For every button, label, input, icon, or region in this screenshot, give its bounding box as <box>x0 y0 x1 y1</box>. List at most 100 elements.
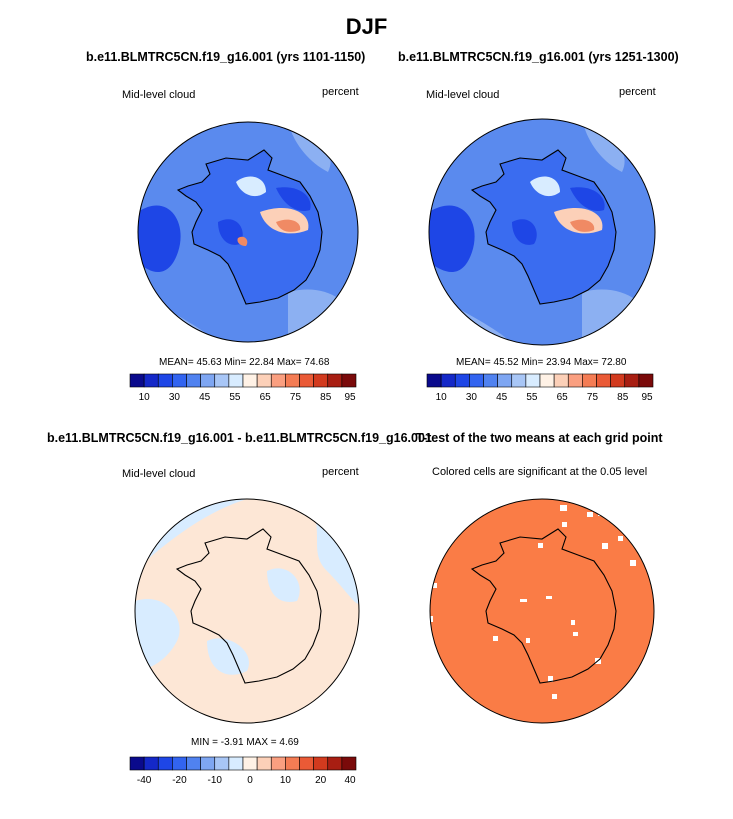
nonsignificant-cell <box>546 596 552 599</box>
panel-3-units-label: percent <box>322 466 359 478</box>
panel-1-max-value: 74.68 <box>304 357 330 368</box>
colorbar-swatch <box>539 373 555 388</box>
colorbar-swatch <box>483 373 498 388</box>
colorbar-tick-label: 85 <box>320 392 332 403</box>
panel-3-blue-region-east <box>267 568 300 602</box>
panel-4-subtitle: Colored cells are significant at the 0.0… <box>432 466 648 478</box>
nonsignificant-cell <box>630 560 636 566</box>
colorbar-swatch <box>285 756 300 771</box>
colorbar-swatch <box>299 756 314 771</box>
panel-1-min-value: 22.84 <box>249 357 275 368</box>
panel-3-map-border <box>134 498 360 724</box>
panel-3-variable-label: Mid-level cloud <box>122 468 196 480</box>
nonsignificant-cell <box>552 694 557 699</box>
nonsignificant-cell <box>618 536 623 541</box>
colorbar-swatch <box>553 373 569 388</box>
panel-1-variable-label: Mid-level cloud <box>122 89 196 101</box>
colorbar-swatch <box>242 373 258 388</box>
panel-1-ocean-deep-west <box>138 205 181 272</box>
panel-1-ocean-light-southeast <box>288 289 358 342</box>
colorbar-swatch <box>440 373 456 388</box>
panel-2-max-value: 72.80 <box>601 357 627 368</box>
colorbar-tick-label: 55 <box>229 392 241 403</box>
colorbar-swatch <box>256 756 272 771</box>
colorbar-swatch <box>327 373 343 388</box>
panel-3-map <box>134 498 360 724</box>
colorbar-swatch <box>313 756 329 771</box>
panel-1-max-label: Max= <box>276 357 302 368</box>
panel-2-land-pale-north <box>530 176 560 197</box>
panel-1-min-label: Min= <box>224 357 247 368</box>
colorbar-swatch <box>596 373 611 388</box>
colorbar-swatch <box>200 756 216 771</box>
panel-4-title: T-test of the two means at each grid poi… <box>416 431 663 445</box>
panel-2-min-value: 23.94 <box>546 357 572 368</box>
colorbar-swatch <box>454 373 470 388</box>
colorbar-tick-label: 30 <box>169 392 181 403</box>
panel-2-colorbar: 10 30 45 55 65 75 85 95 <box>426 373 654 403</box>
colorbar-swatch <box>511 373 527 388</box>
panel-3-max-label: MAX = <box>246 737 277 748</box>
panel-3-title: b.e11.BLMTRC5CN.f19_g16.001 - b.e11.BLMT… <box>47 431 432 445</box>
colorbar-tick-label: 45 <box>496 392 508 403</box>
panel-1-map-border <box>137 121 359 343</box>
panel-3-map-background <box>135 499 359 723</box>
panel-1-land-deep-center <box>218 219 243 245</box>
colorbar-tick-label: 95 <box>344 392 356 403</box>
colorbar-swatch <box>186 756 201 771</box>
colorbar-tick-label: 30 <box>466 392 478 403</box>
panel-1-mean-value: 45.63 <box>196 357 222 368</box>
nonsignificant-cell <box>571 620 575 625</box>
panel-3-min-label: MIN = <box>191 737 218 748</box>
colorbar-swatch <box>624 373 640 388</box>
colorbar-swatch <box>285 373 300 388</box>
colorbar-swatch <box>228 756 244 771</box>
nonsignificant-cell <box>432 583 437 588</box>
nonsignificant-cell <box>548 676 553 682</box>
colorbar-swatch <box>242 756 258 771</box>
colorbar-swatch <box>214 373 230 388</box>
panel-2-map <box>428 118 656 346</box>
panel-3-stats: MIN = -3.91 MAX = 4.69 <box>191 737 299 748</box>
colorbar-swatch <box>341 373 357 388</box>
colorbar-swatch <box>157 756 173 771</box>
panel-4-map-background <box>430 499 654 723</box>
colorbar-tick-label: 45 <box>199 392 211 403</box>
panel-2-land-deep-east <box>570 187 605 212</box>
colorbar-swatch <box>567 373 583 388</box>
figure-title: DJF <box>345 14 388 39</box>
panel-3-blue-region-south <box>207 638 249 675</box>
nonsignificant-cell <box>562 522 567 527</box>
colorbar-swatch <box>143 756 159 771</box>
panel-2-ocean-deep-west <box>429 205 475 272</box>
colorbar-swatch <box>341 756 357 771</box>
colorbar-tick-label: 40 <box>344 775 356 786</box>
panel-2-mean-label: MEAN= <box>456 357 491 368</box>
colorbar-swatch <box>270 756 286 771</box>
panel-1-land-hot-spot <box>237 236 248 246</box>
panel-3-blue-region-north <box>135 499 359 604</box>
colorbar-swatch <box>638 373 654 388</box>
panel-1-colorbar: 10 30 45 55 65 75 85 95 <box>129 373 357 403</box>
panel-4-map <box>429 498 655 724</box>
panel-1-units-label: percent <box>322 86 359 98</box>
colorbar-swatch <box>172 373 187 388</box>
panel-3-max-value: 4.69 <box>279 737 299 748</box>
panel-4-map-border <box>429 498 655 724</box>
colorbar-swatch <box>327 756 343 771</box>
colorbar-tick-label: 65 <box>557 392 569 403</box>
panel-2-max-label: Max= <box>573 357 599 368</box>
colorbar-swatch <box>129 373 145 388</box>
colorbar-swatch <box>214 756 230 771</box>
panel-3-colorbar: -40 -20 -10 0 10 20 40 <box>129 756 357 786</box>
colorbar-tick-label: 55 <box>526 392 538 403</box>
panel-2-min-label: Min= <box>521 357 544 368</box>
colorbar-swatch <box>186 373 201 388</box>
panel-2-stats: MEAN= 45.52 Min= 23.94 Max= 72.80 <box>456 357 626 368</box>
colorbar-swatch <box>172 756 187 771</box>
panel-2-ocean-light-southeast <box>582 289 655 345</box>
colorbar-tick-label: 85 <box>617 392 629 403</box>
colorbar-tick-label: 65 <box>260 392 272 403</box>
